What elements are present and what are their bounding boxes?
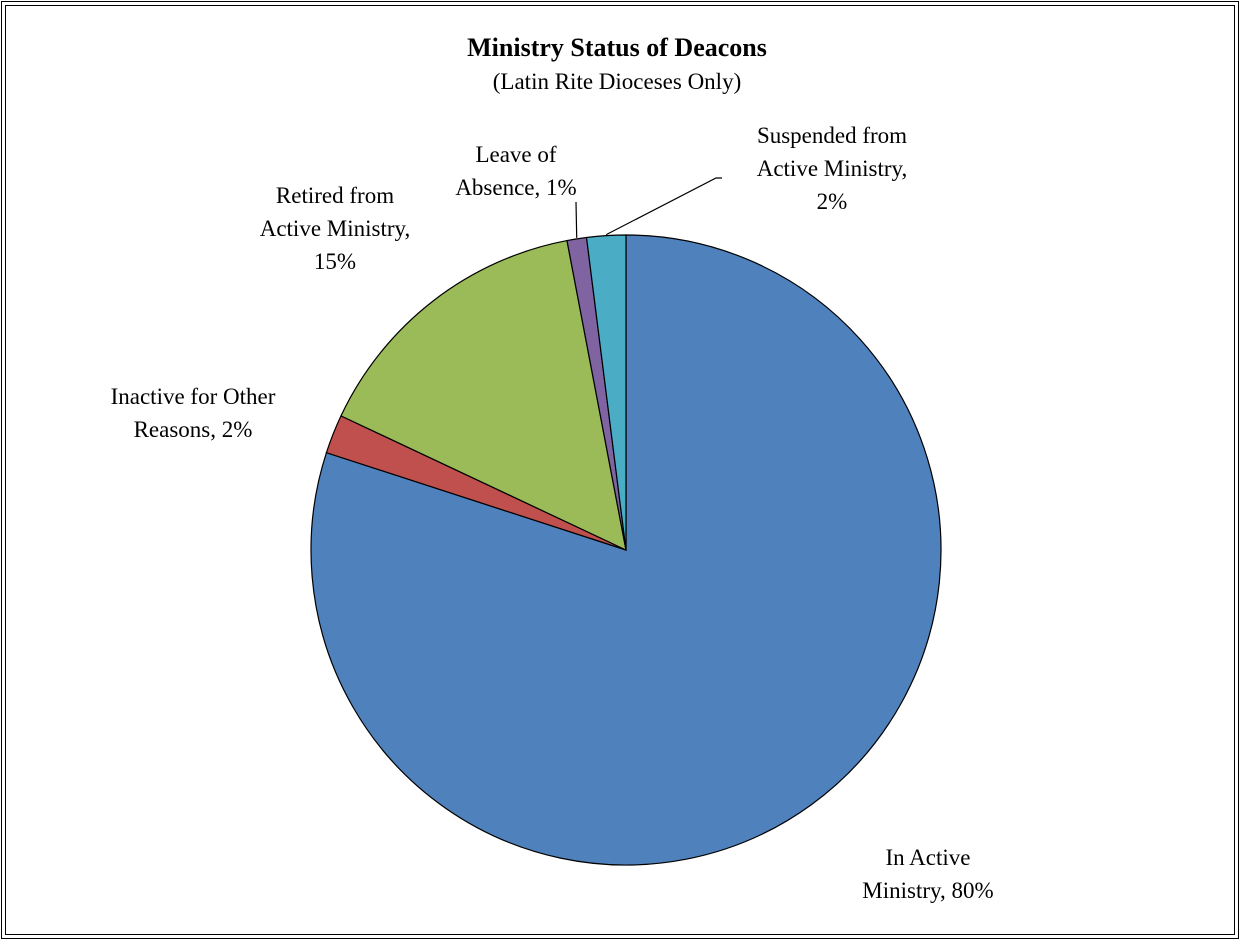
- slice-label-line: Suspended from: [757, 123, 907, 148]
- slice-label-line: 2%: [817, 189, 848, 214]
- leader-line-5: [605, 177, 722, 236]
- leader-line-4: [575, 201, 578, 238]
- leader-lines: [575, 177, 722, 238]
- slice-label-line: Inactive for Other: [111, 384, 276, 409]
- slice-label-line: Active Ministry,: [757, 156, 908, 181]
- chart-title: Ministry Status of Deacons: [467, 33, 767, 62]
- slice-label-line: Absence, 1%: [455, 175, 576, 200]
- slice-label-line: Ministry, 80%: [862, 878, 993, 903]
- slice-label-line: Active Ministry,: [260, 216, 411, 241]
- slice-label-2: Inactive for Other Reasons, 2%: [111, 384, 276, 442]
- slice-label-line: Retired from: [276, 183, 394, 208]
- slice-label-4: Leave of Absence, 1%: [455, 142, 576, 200]
- slice-label-5: Suspended from Active Ministry, 2%: [757, 123, 908, 214]
- slice-labels: In Active Ministry, 80% Inactive for Other…: [111, 123, 994, 903]
- pie-slice-1: [310, 234, 942, 866]
- slice-label-line: Leave of: [475, 142, 556, 167]
- pie-slices: [310, 234, 942, 866]
- chart-subtitle: (Latin Rite Dioceses Only): [493, 69, 741, 94]
- slice-label-line: In Active: [886, 845, 971, 870]
- slice-label-line: Reasons, 2%: [134, 417, 253, 442]
- slice-label-1: In Active Ministry, 80%: [862, 845, 993, 903]
- slice-label-3: Retired from Active Ministry, 15%: [260, 183, 411, 274]
- chart-frame-inner: [5, 5, 1235, 935]
- pie-slice-3: [340, 239, 627, 552]
- slice-label-line: 15%: [314, 249, 356, 274]
- pie-slice-5: [585, 234, 627, 551]
